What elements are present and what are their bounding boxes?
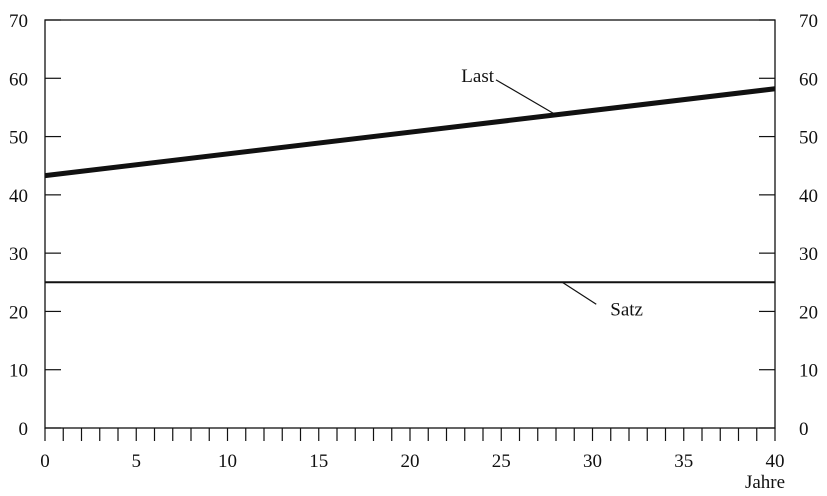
y-tick-label-right-50: 50 xyxy=(799,128,818,149)
leader-line-satz xyxy=(561,281,597,305)
series-label-last: Last xyxy=(461,66,494,87)
plot-frame xyxy=(44,19,776,429)
y-tick-label-left-70: 70 xyxy=(9,11,28,32)
x-tick-label-40: 40 xyxy=(766,451,785,472)
x-tick-label-10: 10 xyxy=(218,451,237,472)
series-lines xyxy=(44,86,776,284)
y-tick-label-right-20: 20 xyxy=(799,302,818,323)
y-tick-label-left-20: 20 xyxy=(9,302,28,323)
series-annotations: Last Satz xyxy=(461,66,643,320)
y-tick-label-left-50: 50 xyxy=(9,128,28,149)
y-tick-label-right-70: 70 xyxy=(799,11,818,32)
y-tick-label-left-60: 60 xyxy=(9,69,28,90)
axis-ticks xyxy=(44,19,776,441)
x-tick-label-0: 0 xyxy=(40,451,50,472)
x-tick-label-35: 35 xyxy=(674,451,693,472)
x-axis-title: Jahre xyxy=(745,472,785,491)
x-tick-label-25: 25 xyxy=(492,451,511,472)
plot-frame-rect xyxy=(44,19,776,429)
y-tick-label-right-10: 10 xyxy=(799,361,818,382)
y-tick-label-right-40: 40 xyxy=(799,186,818,207)
x-tick-label-20: 20 xyxy=(401,451,420,472)
x-tick-label-15: 15 xyxy=(309,451,328,472)
x-tick-label-30: 30 xyxy=(583,451,602,472)
y-tick-label-left-30: 30 xyxy=(9,244,28,265)
series-label-satz: Satz xyxy=(610,299,643,320)
y-tick-label-right-0: 0 xyxy=(799,419,809,440)
y-tick-label-left-40: 40 xyxy=(9,186,28,207)
leader-line-last xyxy=(495,79,557,116)
y-tick-label-left-10: 10 xyxy=(9,361,28,382)
series-line-last xyxy=(44,86,776,179)
y-tick-label-right-30: 30 xyxy=(799,244,818,265)
y-tick-label-right-60: 60 xyxy=(799,69,818,90)
y-tick-label-left-0: 0 xyxy=(19,419,29,440)
x-tick-label-5: 5 xyxy=(132,451,142,472)
